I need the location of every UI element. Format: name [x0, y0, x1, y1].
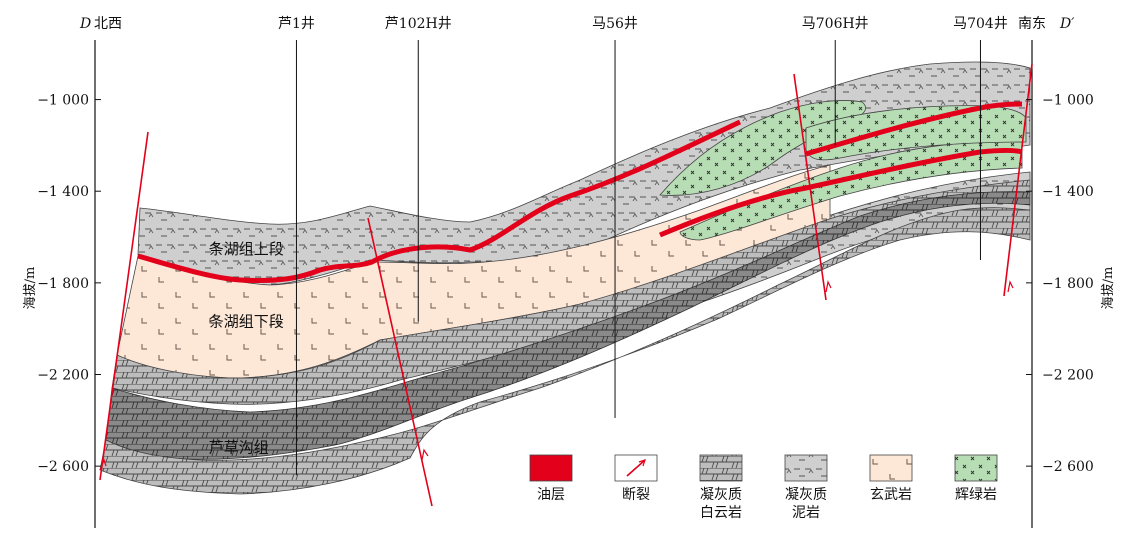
legend-label-mudstone: 凝灰质	[785, 487, 827, 503]
layer-label: 芦草沟组	[209, 438, 269, 456]
faults	[99, 63, 1033, 507]
wells: 芦1井 芦102H井 马56井 马706H井 马704井	[278, 16, 1008, 476]
fault-arrow-2	[421, 448, 429, 461]
geology-body	[99, 61, 1031, 495]
legend-swatch-oil	[529, 454, 573, 482]
legend-swatch-mudstone	[784, 454, 828, 482]
legend-swatch-dolomite	[699, 454, 743, 482]
fault-arrow-3	[825, 280, 832, 293]
fault-line-3	[793, 73, 827, 301]
y-tick-label-right: −1 000	[1042, 93, 1094, 109]
legend-label-basalt: 玄武岩	[870, 486, 912, 503]
y-tick-label-left: −2 200	[37, 367, 89, 383]
fault-line-4	[1003, 63, 1033, 297]
y-tick-label-right: −1 400	[1042, 184, 1094, 200]
layer-label: 条湖组上段	[209, 240, 284, 258]
legend-fault-arrow	[638, 459, 646, 467]
section-start-label: D	[79, 16, 91, 32]
y-tick-label-right: −2 200	[1042, 367, 1094, 383]
lucaogou-layer	[105, 191, 1031, 460]
legend-swatch-diabase	[954, 454, 998, 482]
fault-arrow-4	[1007, 280, 1014, 293]
fault-line-1	[99, 131, 149, 481]
y-tick-label-right: −2 600	[1042, 459, 1094, 475]
diabase-lens-lower	[679, 141, 1023, 241]
y-ticks: −1 000 −1 000 −1 400 −1 400 −1 800 −1 800 −2 2…	[37, 93, 1094, 476]
y-axis-title-left: 海拔/m	[23, 267, 38, 310]
section-end-label: D′	[1059, 16, 1075, 32]
basalt-layer	[116, 164, 831, 379]
y-tick-label-left: −1 400	[37, 184, 89, 200]
diabase-body-east	[805, 105, 1027, 161]
well-label: 马56井	[592, 16, 638, 32]
well-label: 马706H井	[802, 16, 869, 32]
legend-fault-mark	[626, 459, 646, 477]
well-label: 芦1井	[278, 16, 315, 32]
fault-arrow-1	[99, 458, 107, 471]
well-label: 芦102H井	[385, 16, 452, 32]
legend-label-diabase: 辉绿岩	[955, 487, 997, 503]
layer-label: 条湖组下段	[209, 312, 284, 330]
legend-label-dolomite: 凝灰质	[700, 487, 742, 503]
oil-layer-upper-east	[805, 101, 1023, 157]
fault-line-2	[367, 217, 433, 507]
y-tick-label-right: −1 800	[1042, 276, 1094, 292]
y-tick-label-left: −2 600	[37, 459, 89, 475]
legend-label-dolomite: 白云岩	[700, 505, 742, 521]
legend-label-fault: 断裂	[622, 487, 650, 503]
oil-layer-lower	[659, 148, 1023, 238]
well-label: 马704井	[953, 16, 1008, 32]
dolomite-bottom	[99, 207, 1031, 495]
diabase-lens-upper	[659, 100, 866, 196]
right-direction-label: 南东	[1018, 16, 1046, 32]
y-axis-title-right: 海拔/m	[1101, 267, 1116, 310]
legend-label-mudstone: 泥岩	[792, 505, 820, 521]
left-direction-label: 北西	[94, 16, 122, 32]
oil-layer-main	[137, 119, 742, 283]
legend-swatch-basalt	[869, 454, 913, 482]
y-tick-label-left: −1 800	[37, 276, 89, 292]
legend-label-oil: 油层	[537, 487, 565, 503]
y-tick-label-left: −1 000	[37, 93, 89, 109]
